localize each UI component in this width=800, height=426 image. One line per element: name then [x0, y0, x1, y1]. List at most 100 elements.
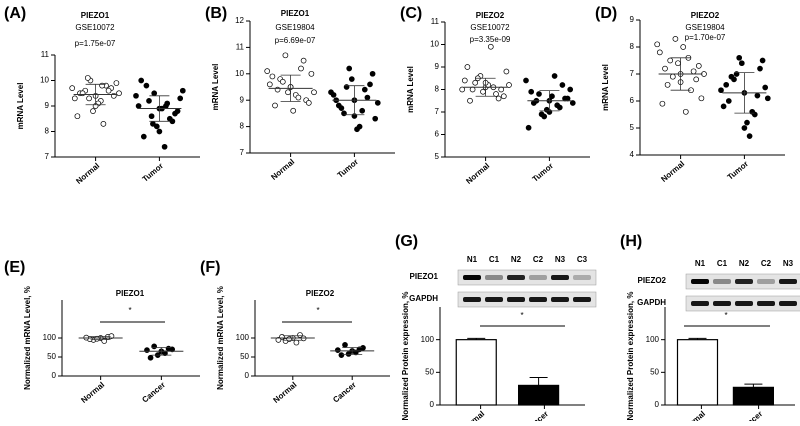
x-tick-label: Cancer — [738, 409, 765, 421]
data-point — [728, 73, 735, 80]
y-tick-label: 50 — [47, 352, 56, 361]
blot-row-label: PIEZO2 — [638, 276, 667, 285]
y-tick-label: 7 — [45, 152, 50, 161]
data-point — [338, 105, 345, 111]
significance: * — [128, 306, 131, 315]
blot-band — [529, 275, 547, 280]
x-tick-label: Normal — [79, 380, 106, 405]
data-point — [305, 99, 312, 106]
data-point — [664, 81, 671, 88]
blot-band — [779, 301, 797, 306]
data-point — [690, 68, 697, 75]
data-point — [151, 90, 158, 97]
data-point — [464, 64, 471, 70]
sd-bar — [344, 85, 365, 116]
data-point — [718, 87, 724, 94]
data-point — [359, 107, 366, 114]
data-point — [656, 49, 663, 56]
x-tick-label: Normal — [659, 159, 686, 184]
data-point — [298, 65, 304, 72]
blot-band — [757, 279, 775, 284]
y-tick-label: 0 — [430, 400, 435, 409]
data-point — [150, 120, 156, 127]
subtitle: p=6.69e-07 — [275, 36, 316, 45]
data-point — [342, 341, 348, 348]
data-point — [156, 128, 163, 135]
bar — [676, 339, 719, 406]
y-tick-label: 11 — [41, 50, 50, 59]
panel-label: (H) — [620, 233, 642, 250]
data-point — [300, 57, 307, 64]
lane-label: N3 — [783, 259, 794, 268]
y-tick-label: 7 — [240, 148, 245, 157]
sd-bar — [539, 90, 560, 112]
data-point — [346, 65, 353, 72]
data-point — [493, 91, 499, 97]
data-point — [348, 76, 355, 82]
chart-title: PIEZO2 — [306, 289, 335, 298]
data-point — [146, 98, 152, 104]
lane-label: C1 — [717, 259, 728, 268]
lane-label: N1 — [467, 255, 478, 264]
data-point — [654, 41, 661, 48]
data-point — [472, 79, 479, 86]
data-point — [147, 354, 154, 361]
x-tick-label: Cancer — [331, 380, 358, 404]
sd-bar — [149, 95, 170, 122]
data-point — [693, 76, 700, 83]
x-tick-label: Tumor — [726, 159, 750, 182]
subtitle: GSE10072 — [470, 23, 510, 32]
data-point — [374, 99, 381, 106]
sd-bar — [85, 83, 106, 106]
x-tick-label: Normal — [269, 157, 296, 182]
blot-band — [713, 301, 731, 306]
data-point — [567, 86, 574, 93]
data-point — [177, 95, 184, 102]
data-point — [153, 123, 160, 130]
data-point — [69, 85, 76, 92]
data-point — [275, 337, 282, 343]
significance: * — [316, 306, 319, 315]
data-point — [151, 343, 158, 350]
data-point — [506, 82, 512, 88]
bar — [517, 384, 560, 406]
y-tick-label: 6 — [435, 130, 440, 139]
y-tick-label: 11 — [236, 43, 245, 52]
data-point — [467, 97, 473, 104]
data-point — [459, 86, 466, 93]
blot-band — [573, 297, 591, 302]
data-point — [723, 81, 730, 88]
y-tick-label: 12 — [235, 16, 244, 25]
data-point — [341, 110, 347, 117]
data-point — [559, 82, 566, 88]
y-axis-label: mRNA Level — [16, 83, 25, 130]
data-point — [297, 332, 303, 338]
y-axis-label: Normalized Protein expression, % — [401, 292, 410, 421]
lane-label: C2 — [533, 255, 544, 264]
data-point — [549, 93, 555, 100]
chart-title: PIEZO2 — [691, 11, 720, 20]
y-tick-label: 10 — [40, 76, 49, 85]
lane-label: N3 — [555, 255, 566, 264]
data-point — [551, 73, 558, 79]
data-point — [495, 95, 502, 102]
sd-bar — [670, 57, 691, 91]
subtitle: GSE10072 — [75, 23, 115, 32]
data-point — [84, 75, 91, 81]
data-point — [461, 77, 468, 84]
data-point — [86, 95, 92, 102]
blot-band — [485, 297, 503, 302]
data-point — [746, 133, 753, 139]
data-point — [161, 143, 168, 150]
y-tick-label: 9 — [45, 101, 50, 110]
y-tick-label: 8 — [45, 127, 50, 136]
data-point — [71, 95, 78, 102]
data-point — [295, 94, 302, 101]
sd-bar — [342, 347, 363, 355]
y-tick-label: 5 — [435, 152, 440, 161]
subtitle: p=1.70e-07 — [685, 33, 726, 42]
blot-row-label: GAPDH — [409, 294, 438, 303]
data-point — [500, 93, 507, 100]
lane-label: C1 — [489, 255, 500, 264]
